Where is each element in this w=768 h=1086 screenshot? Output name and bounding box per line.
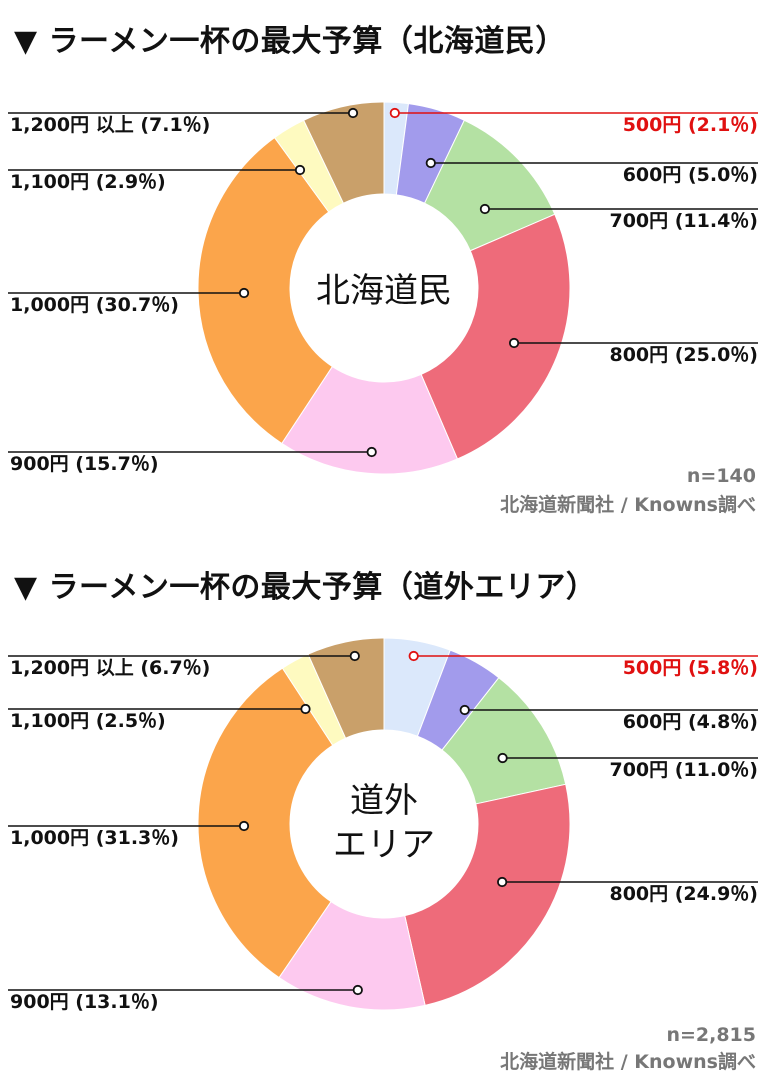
data-label-900: 900円 (15.7％) (10, 453, 159, 475)
slice-800 (404, 783, 571, 1006)
chart-panel-outside: ▼ ラーメン一杯の最大予算（道外エリア） 500円 (5.8％) 600円 (4.… (0, 550, 768, 1086)
leader-dot-600 (425, 157, 436, 169)
data-label-500: 500円 (5.8％) (623, 657, 758, 679)
data-label-900: 900円 (13.1％) (10, 991, 159, 1013)
slice-1200 (307, 637, 385, 739)
leader-dot-1100 (300, 703, 311, 715)
center-label: エリア (333, 825, 435, 865)
slice-800 (420, 213, 571, 460)
center-label: 道外 (350, 781, 418, 821)
slice-1000 (197, 136, 334, 445)
leader-dot-500 (408, 650, 419, 662)
slice-1000 (197, 667, 334, 979)
data-label-1000: 1,000円 (30.7％) (10, 294, 179, 316)
data-label-600: 600円 (4.8％) (623, 711, 758, 733)
data-label-500: 500円 (2.1％) (623, 114, 758, 136)
leader-dot-700 (497, 752, 508, 764)
leader-dot-600 (459, 704, 470, 716)
chart-title: ▼ ラーメン一杯の最大予算（道外エリア） (14, 570, 597, 605)
slice-1200 (303, 101, 385, 204)
leader-dot-800 (508, 337, 520, 349)
leader-dot-1000 (238, 820, 250, 832)
data-label-800: 800円 (24.9％) (609, 883, 758, 905)
leader-dot-500 (389, 107, 400, 119)
sample-size: n=140 (687, 465, 756, 487)
donut-chart-outside: 500円 (5.8％) 600円 (4.8％) 700円 (11.0％) 800円 (… (8, 637, 758, 1073)
chart-title: ▼ ラーメン一杯の最大予算（北海道民） (14, 24, 566, 59)
data-label-1100: 1,100円 (2.5％) (10, 710, 166, 732)
leader-dot-1200 (347, 107, 359, 119)
donut-chart-hokkaido: 500円 (2.1％) 600円 (5.0％) 700円 (11.4％) 800円 (… (8, 101, 758, 516)
data-label-600: 600円 (5.0％) (623, 164, 758, 186)
center-label: 北海道民 (316, 271, 452, 311)
source-note: 北海道新聞社 / Knowns調べ (500, 493, 756, 516)
data-label-1100: 1,100円 (2.9％) (10, 171, 166, 193)
data-label-1200: 1,200円 以上 (6.7％) (10, 657, 210, 679)
leader-dot-1200 (349, 650, 360, 662)
data-label-1200: 1,200円 以上 (7.1％) (10, 114, 210, 136)
chart-panel-hokkaido: ▼ ラーメン一杯の最大予算（北海道民） 500円 (2.1％) 600円 (5.0… (0, 0, 768, 535)
data-label-700: 700円 (11.4％) (609, 210, 758, 232)
sample-size: n=2,815 (666, 1024, 756, 1046)
slice-900 (281, 365, 459, 475)
leader-dot-900 (352, 984, 363, 996)
data-label-1000: 1,000円 (31.3％) (10, 827, 179, 849)
data-label-700: 700円 (11.0％) (609, 759, 758, 781)
leader-dot-700 (479, 203, 491, 215)
leader-dot-800 (497, 876, 508, 888)
leader-dot-900 (366, 446, 377, 458)
source-note: 北海道新聞社 / Knowns調べ (500, 1050, 756, 1073)
leader-dot-1100 (294, 164, 306, 176)
leader-dot-1000 (238, 287, 250, 299)
data-label-800: 800円 (25.0％) (609, 344, 758, 366)
